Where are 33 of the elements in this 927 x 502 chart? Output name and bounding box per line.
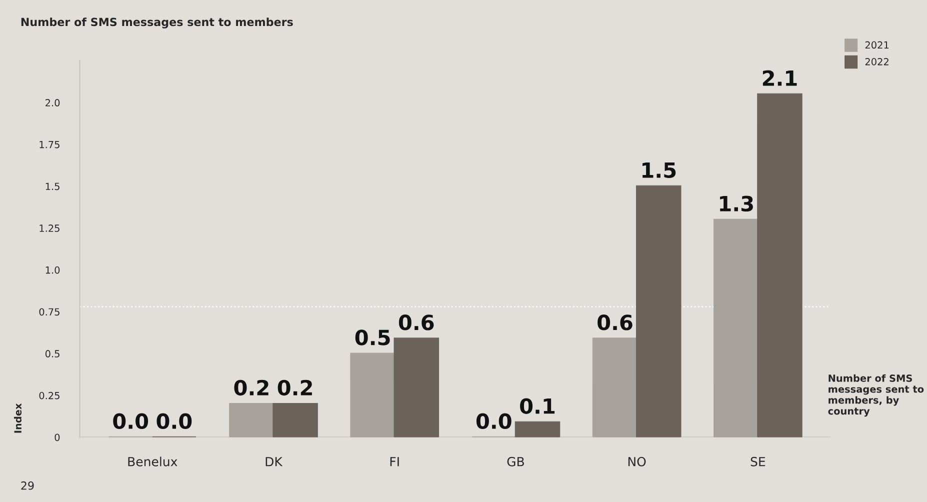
x-tick-label: FI — [390, 457, 399, 466]
annotation: Number of SMS messages sent to members, by country — [828, 374, 924, 417]
data-label: 0.0 — [156, 413, 192, 430]
data-label: 0.2 — [234, 380, 268, 396]
y-tick-label: 1.0 — [46, 266, 60, 274]
data-label: 1.3 — [720, 196, 753, 212]
y-tick-label: 1.25 — [40, 224, 60, 232]
x-tick-label: GB — [507, 456, 524, 466]
y-tick-label: 2.0 — [46, 99, 60, 106]
y-tick-label: 1.5 — [46, 182, 60, 190]
y-tick-label: 0.25 — [39, 392, 60, 400]
x-tick-label: SE — [750, 456, 766, 466]
chart-title: Number of SMS messages sent to members — [21, 18, 293, 28]
text: 29 — [21, 481, 34, 490]
data-label: 0.0 — [476, 413, 512, 430]
legend-label: 2022 — [865, 58, 888, 66]
y-tick-label: 0 — [54, 434, 60, 442]
y-tick-label: 1.75 — [40, 141, 60, 148]
data-label: 0.6 — [398, 314, 434, 330]
data-label: 0.2 — [278, 380, 312, 396]
data-label: 0.0 — [113, 413, 148, 430]
y-tick-label: 0.5 — [45, 350, 60, 358]
x-tick-label: DK — [266, 457, 283, 466]
legend-label: 2021 — [865, 41, 889, 49]
x-tick-label: Benelux — [128, 456, 178, 466]
data-label: 0.6 — [598, 314, 632, 330]
data-label: 1.5 — [642, 162, 676, 178]
y-tick-label: 0.75 — [39, 308, 60, 316]
x-tick-label: NO — [628, 456, 646, 466]
data-label: 0.1 — [520, 398, 555, 414]
data-label: 0.5 — [355, 330, 390, 346]
data-label: 2.1 — [762, 70, 797, 86]
y-axis-title: Index — [14, 403, 22, 433]
